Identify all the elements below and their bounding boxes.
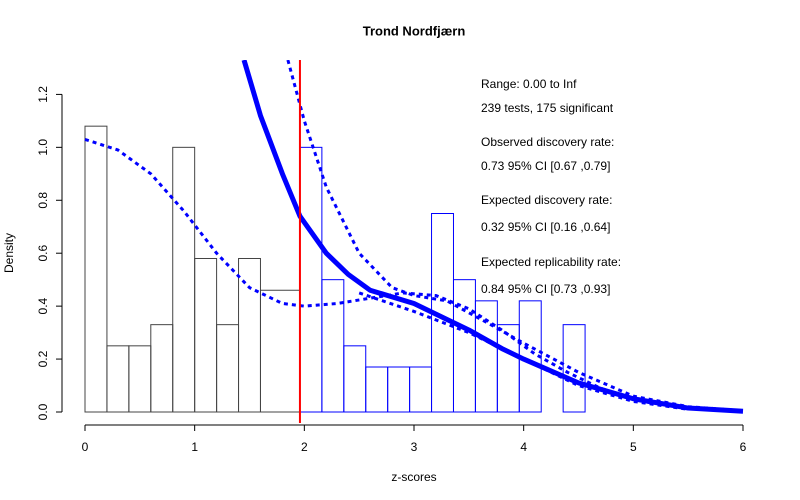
plot-area [84, 60, 744, 423]
y-tick-label: 0.0 [36, 403, 50, 420]
histogram-bar [194, 257, 218, 413]
x-tick-label: 5 [630, 440, 637, 454]
y-axis-label: Density [2, 233, 16, 273]
y-tick-label: 1.0 [36, 139, 50, 156]
annotation: 0.32 95% CI [0.16 ,0.64] [481, 220, 610, 234]
curve [358, 291, 689, 411]
curve [241, 60, 744, 414]
y-tick-label: 0.4 [36, 297, 50, 314]
histogram-bar [106, 345, 130, 413]
x-tick-label: 6 [740, 440, 747, 454]
annotation: 0.73 95% CI [0.67 ,0.79] [481, 159, 610, 173]
histogram-bar [496, 324, 520, 413]
histogram-bar [343, 345, 367, 413]
histogram-bar [84, 125, 108, 413]
chart-title: Trond Nordfjærn [363, 23, 466, 38]
y-tick-label: 1.2 [36, 86, 50, 103]
y-tick-label: 0.6 [36, 245, 50, 262]
x-tick-label: 3 [411, 440, 418, 454]
curve [286, 60, 744, 413]
y-tick-label: 0.8 [36, 192, 50, 209]
histogram-bar [216, 324, 240, 413]
x-tick-label: 2 [301, 440, 308, 454]
histogram-bar [128, 345, 152, 413]
histogram-bar [259, 289, 301, 413]
histogram-bar [172, 146, 196, 413]
histogram-bar [150, 324, 174, 413]
histogram-bar [299, 146, 323, 413]
histogram-bar [562, 324, 586, 413]
histogram-bar [321, 279, 345, 413]
histogram-bar [452, 279, 476, 413]
x-tick-label: 4 [520, 440, 527, 454]
annotation: 239 tests, 175 significant [481, 101, 614, 115]
annotation: Observed discovery rate: [481, 135, 614, 149]
x-tick-label: 0 [82, 440, 89, 454]
annotation: Expected replicability rate: [481, 255, 621, 269]
x-axis-label: z-scores [391, 470, 436, 484]
histogram-bar [365, 366, 389, 413]
annotation: Range: 0.00 to Inf [481, 77, 577, 91]
y-tick-label: 0.2 [36, 350, 50, 367]
annotation: 0.84 95% CI [0.73 ,0.93] [481, 282, 610, 296]
annotation: Expected discovery rate: [481, 193, 612, 207]
curve [84, 137, 656, 406]
histogram-bar [409, 366, 433, 413]
histogram-bar [387, 366, 411, 413]
x-tick-label: 1 [191, 440, 198, 454]
